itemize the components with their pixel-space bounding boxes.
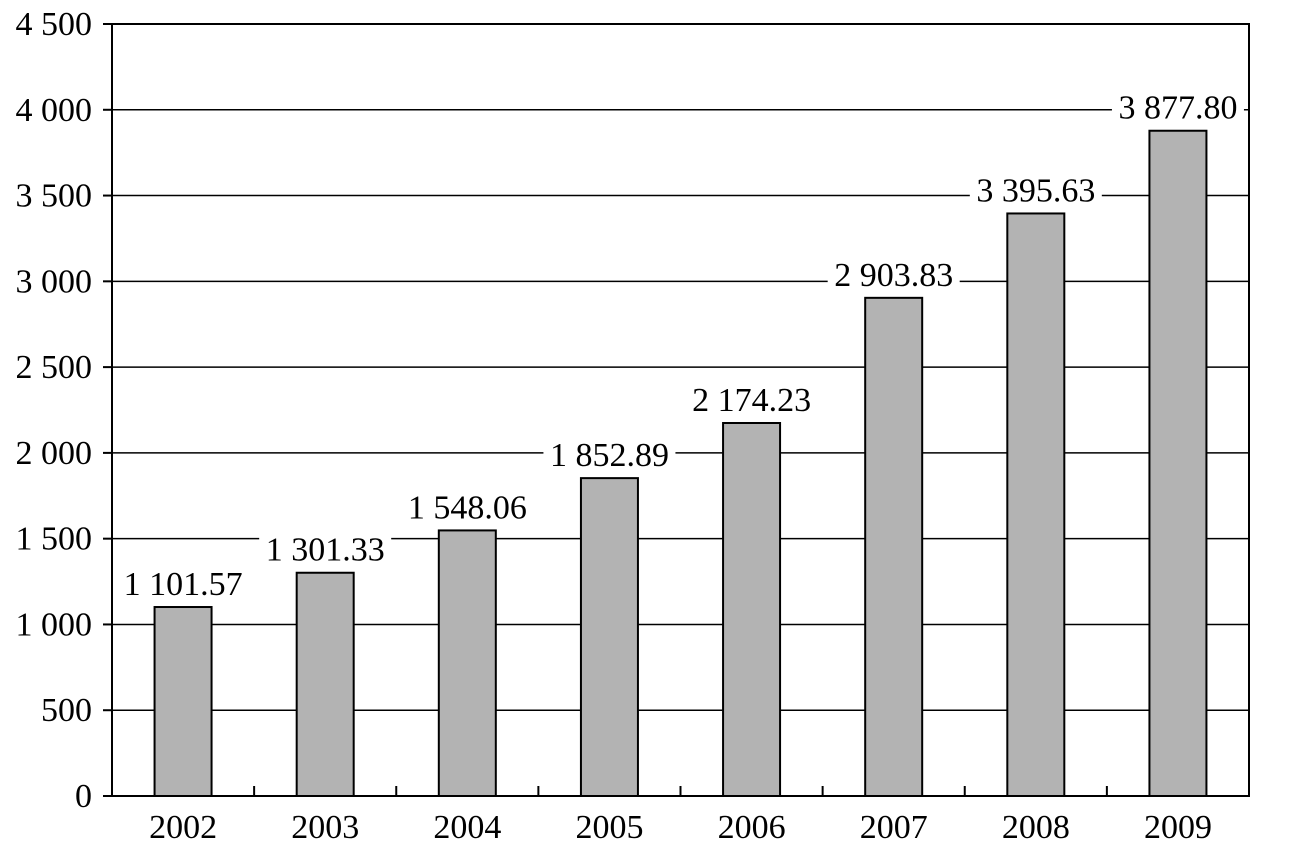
y-tick-label-1500: 1 500 bbox=[16, 521, 93, 558]
y-tick-label-2000: 2 000 bbox=[16, 435, 93, 472]
data-label-2005: 1 852.89 bbox=[550, 437, 669, 474]
plot-frame bbox=[111, 23, 1250, 797]
x-tick-label-2008: 2008 bbox=[1002, 809, 1070, 846]
data-label-bg-2008 bbox=[969, 174, 1102, 209]
bar-2007 bbox=[864, 296, 924, 797]
data-label-2007: 2 903.83 bbox=[834, 257, 953, 294]
bar-2008 bbox=[1006, 212, 1066, 797]
data-label-2006: 2 174.23 bbox=[692, 382, 811, 419]
data-label-2008: 3 395.63 bbox=[976, 172, 1095, 209]
y-tick-label-3500: 3 500 bbox=[16, 178, 93, 215]
y-tick-label-2500: 2 500 bbox=[16, 349, 93, 386]
data-label-bg-2006 bbox=[685, 383, 818, 418]
y-tick-label-500: 500 bbox=[41, 692, 92, 729]
data-label-bg-2002 bbox=[117, 568, 250, 603]
y-tick-label-3000: 3 000 bbox=[16, 263, 93, 300]
data-label-bg-2003 bbox=[259, 533, 392, 568]
data-label-bg-2009 bbox=[1111, 91, 1244, 126]
y-tick-label-4000: 4 000 bbox=[16, 92, 93, 129]
data-label-2003: 1 301.33 bbox=[266, 532, 385, 569]
y-tick-label-1000: 1 000 bbox=[16, 606, 93, 643]
data-label-bg-2004 bbox=[401, 491, 534, 526]
data-label-2002: 1 101.57 bbox=[124, 566, 243, 603]
x-tick-label-2002: 2002 bbox=[149, 809, 217, 846]
data-labels: 1 101.57 1 301.33 1 548.06 1 852.89 2 174.23… bbox=[117, 90, 1244, 603]
data-label-2004: 1 548.06 bbox=[408, 489, 527, 526]
x-tick-label-2003: 2003 bbox=[291, 809, 359, 846]
data-label-2009: 3 877.80 bbox=[1118, 90, 1237, 127]
bar-2003 bbox=[295, 571, 355, 798]
x-tick-label-2007: 2007 bbox=[860, 809, 928, 846]
bar-2005 bbox=[579, 477, 639, 797]
x-tick-label-2009: 2009 bbox=[1144, 809, 1212, 846]
x-tick-label-2006: 2006 bbox=[718, 809, 786, 846]
x-tick-label-2004: 2004 bbox=[433, 809, 501, 846]
axes: 0 500 1 000 1 500 2 000 2 500 3 000 3 500 4 000 4… bbox=[16, 6, 1250, 846]
data-label-bg-2007 bbox=[827, 258, 960, 293]
bar-2009 bbox=[1148, 129, 1208, 797]
bar-2006 bbox=[722, 421, 782, 797]
data-label-bg-2005 bbox=[543, 439, 676, 474]
bars bbox=[153, 129, 1208, 798]
y-tick-label-0: 0 bbox=[75, 778, 92, 815]
bar-2004 bbox=[437, 529, 497, 797]
x-tick-label-2005: 2005 bbox=[575, 809, 643, 846]
y-tick-label-4500: 4 500 bbox=[16, 6, 93, 43]
bar-2002 bbox=[153, 606, 213, 797]
